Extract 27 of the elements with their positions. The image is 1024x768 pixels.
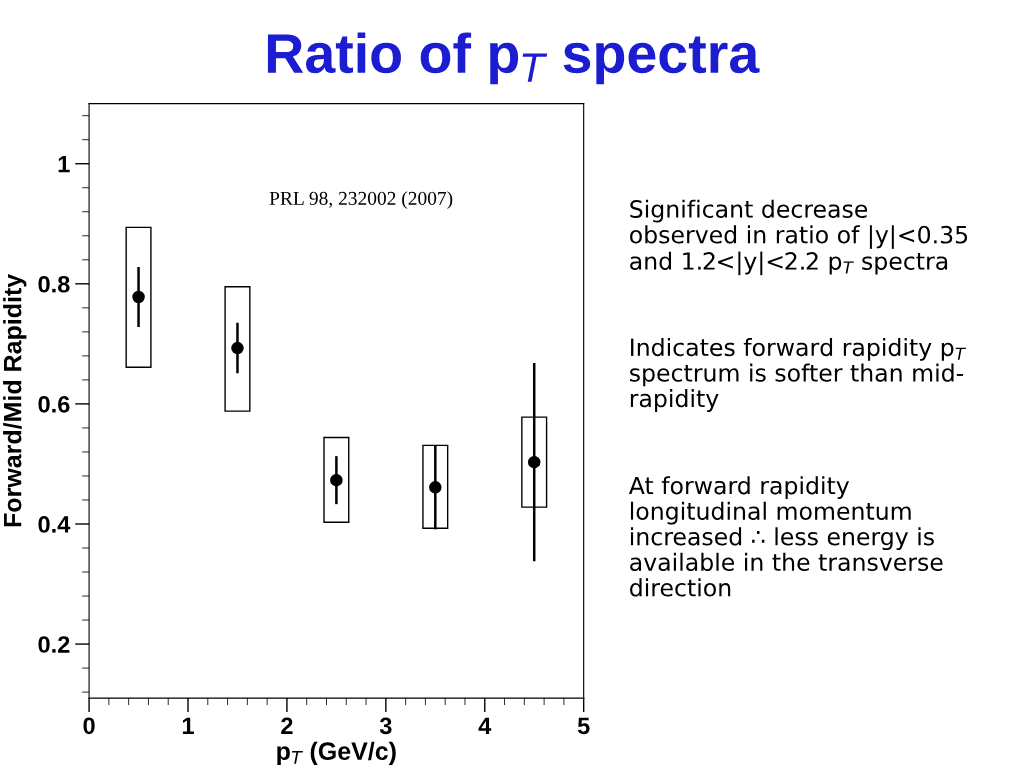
y-tick-label: 0.4 [38,516,71,533]
bar [422,444,449,529]
chart-title: Ratio of p$_{T}$ spectra [267,32,760,85]
x-tick-label: 4 [478,717,492,734]
x-tick-label: 1 [182,717,194,734]
text: Significant decrease observed in ratio of |y|<0.35 and 1.2<|y|<2.2 p$_{T}$ spectra [630,199,968,276]
y-tick-label: 0.2 [38,636,70,653]
bar [125,226,152,368]
annotation: PRL 98, 232002 (2007) [269,191,453,209]
x-tick-label: 3 [379,717,392,735]
text: Indicates forward rapidity p$_{T}$ spectrum is softer than mid- rapidity [630,337,967,412]
x-axis-title: p$_{T}$ (GeV/c) [277,741,396,765]
y-tick-label: 0.6 [38,395,70,413]
y-tick-label: 1 [58,156,70,173]
text: At forward rapidity longitudinal momentum increased ∴ less energy is available in the transverse direction [628,476,943,597]
point [231,341,244,355]
point [132,290,145,304]
point [527,455,541,469]
point [429,481,442,494]
y-axis-title: Forward/Mid Rapidity [3,273,27,527]
bar [224,286,251,412]
bar [323,436,350,523]
y-tick-label: 0.8 [38,275,70,293]
x-tick-label: 2 [281,717,293,734]
x-tick-label: 5 [577,717,590,735]
x-tick-label: 0 [83,717,95,735]
point [330,473,343,487]
